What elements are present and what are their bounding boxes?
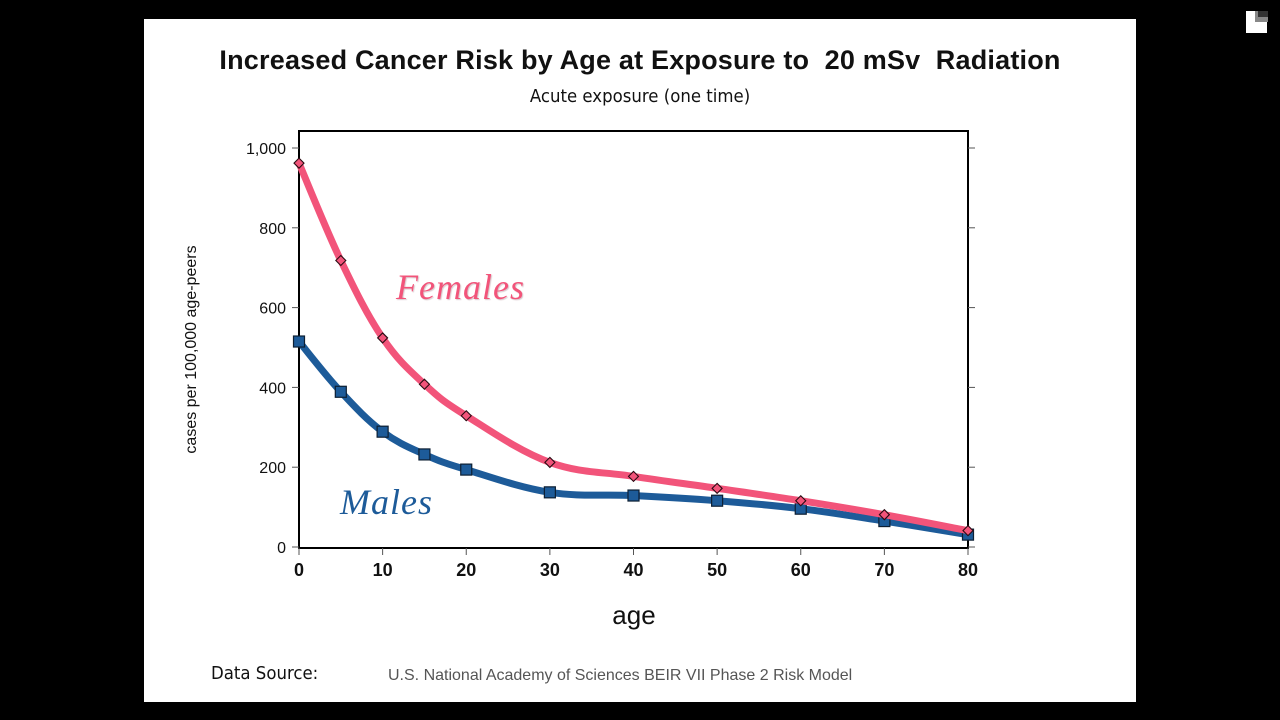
males-annotation: Males — [339, 482, 433, 522]
males-point-age-0 — [292, 335, 306, 348]
males-point-age-15 — [418, 448, 431, 461]
y-tick-label: 800 — [259, 221, 286, 238]
line-chart: 0 200 400 600 800 1,000 0 10 20 30 40 50 60 70 80 case… — [183, 130, 978, 630]
y-tick-label: 600 — [259, 301, 286, 318]
y-tick-label: 1,000 — [246, 141, 286, 158]
x-tick-label: 10 — [373, 560, 393, 580]
females-point-age-80 — [962, 524, 974, 537]
females-annotation: Females — [395, 267, 525, 307]
x-tick-label: 50 — [707, 560, 727, 580]
females-point-age-40 — [627, 470, 640, 483]
males-point-age-40 — [627, 489, 640, 502]
x-tick-label: 40 — [623, 560, 643, 580]
x-tick-label: 0 — [294, 560, 304, 580]
y-tick-label: 0 — [277, 540, 286, 557]
x-tick-label: 30 — [540, 560, 560, 580]
males-point-age-10 — [376, 425, 389, 438]
chart-title: Increased Cancer Risk by Age at Exposure… — [219, 45, 1061, 75]
labels: cases per 100,000 age-peers age Females Mal… — [183, 245, 656, 630]
series — [292, 157, 975, 541]
data-source-label: Data Source: — [211, 663, 319, 684]
page-corner-icon[interactable] — [1245, 10, 1269, 34]
x-tick-label: 70 — [874, 560, 894, 580]
females-point-age-70 — [878, 508, 891, 521]
x-tick-label: 60 — [791, 560, 811, 580]
x-tick-label: 20 — [456, 560, 476, 580]
x-axis-label: age — [612, 600, 655, 630]
y-tick-label: 200 — [259, 460, 286, 477]
males-point-age-50 — [711, 494, 724, 507]
males-series-line — [295, 338, 972, 539]
y-axis-label: cases per 100,000 age-peers — [183, 245, 200, 453]
y-tick-label: 400 — [259, 380, 286, 397]
data-source-text: U.S. National Academy of Sciences BEIR V… — [388, 667, 853, 684]
x-tick-label: 80 — [958, 560, 978, 580]
males-point-age-20 — [460, 463, 473, 476]
slide: Increased Cancer Risk by Age at Exposure… — [144, 19, 1136, 702]
males-point-age-30 — [543, 486, 556, 499]
females-point-age-50 — [711, 482, 723, 495]
chart-subtitle: Acute exposure (one time) — [529, 86, 751, 107]
females-point-age-20 — [460, 409, 473, 422]
females-point-age-30 — [544, 456, 556, 469]
females-point-age-10 — [376, 332, 389, 344]
females-series-line — [295, 159, 972, 535]
females-point-age-0 — [293, 157, 305, 169]
males-point-age-5 — [334, 385, 347, 398]
females-point-age-5 — [335, 254, 347, 267]
females-point-age-60 — [794, 494, 807, 507]
females-point-age-15 — [418, 378, 431, 390]
